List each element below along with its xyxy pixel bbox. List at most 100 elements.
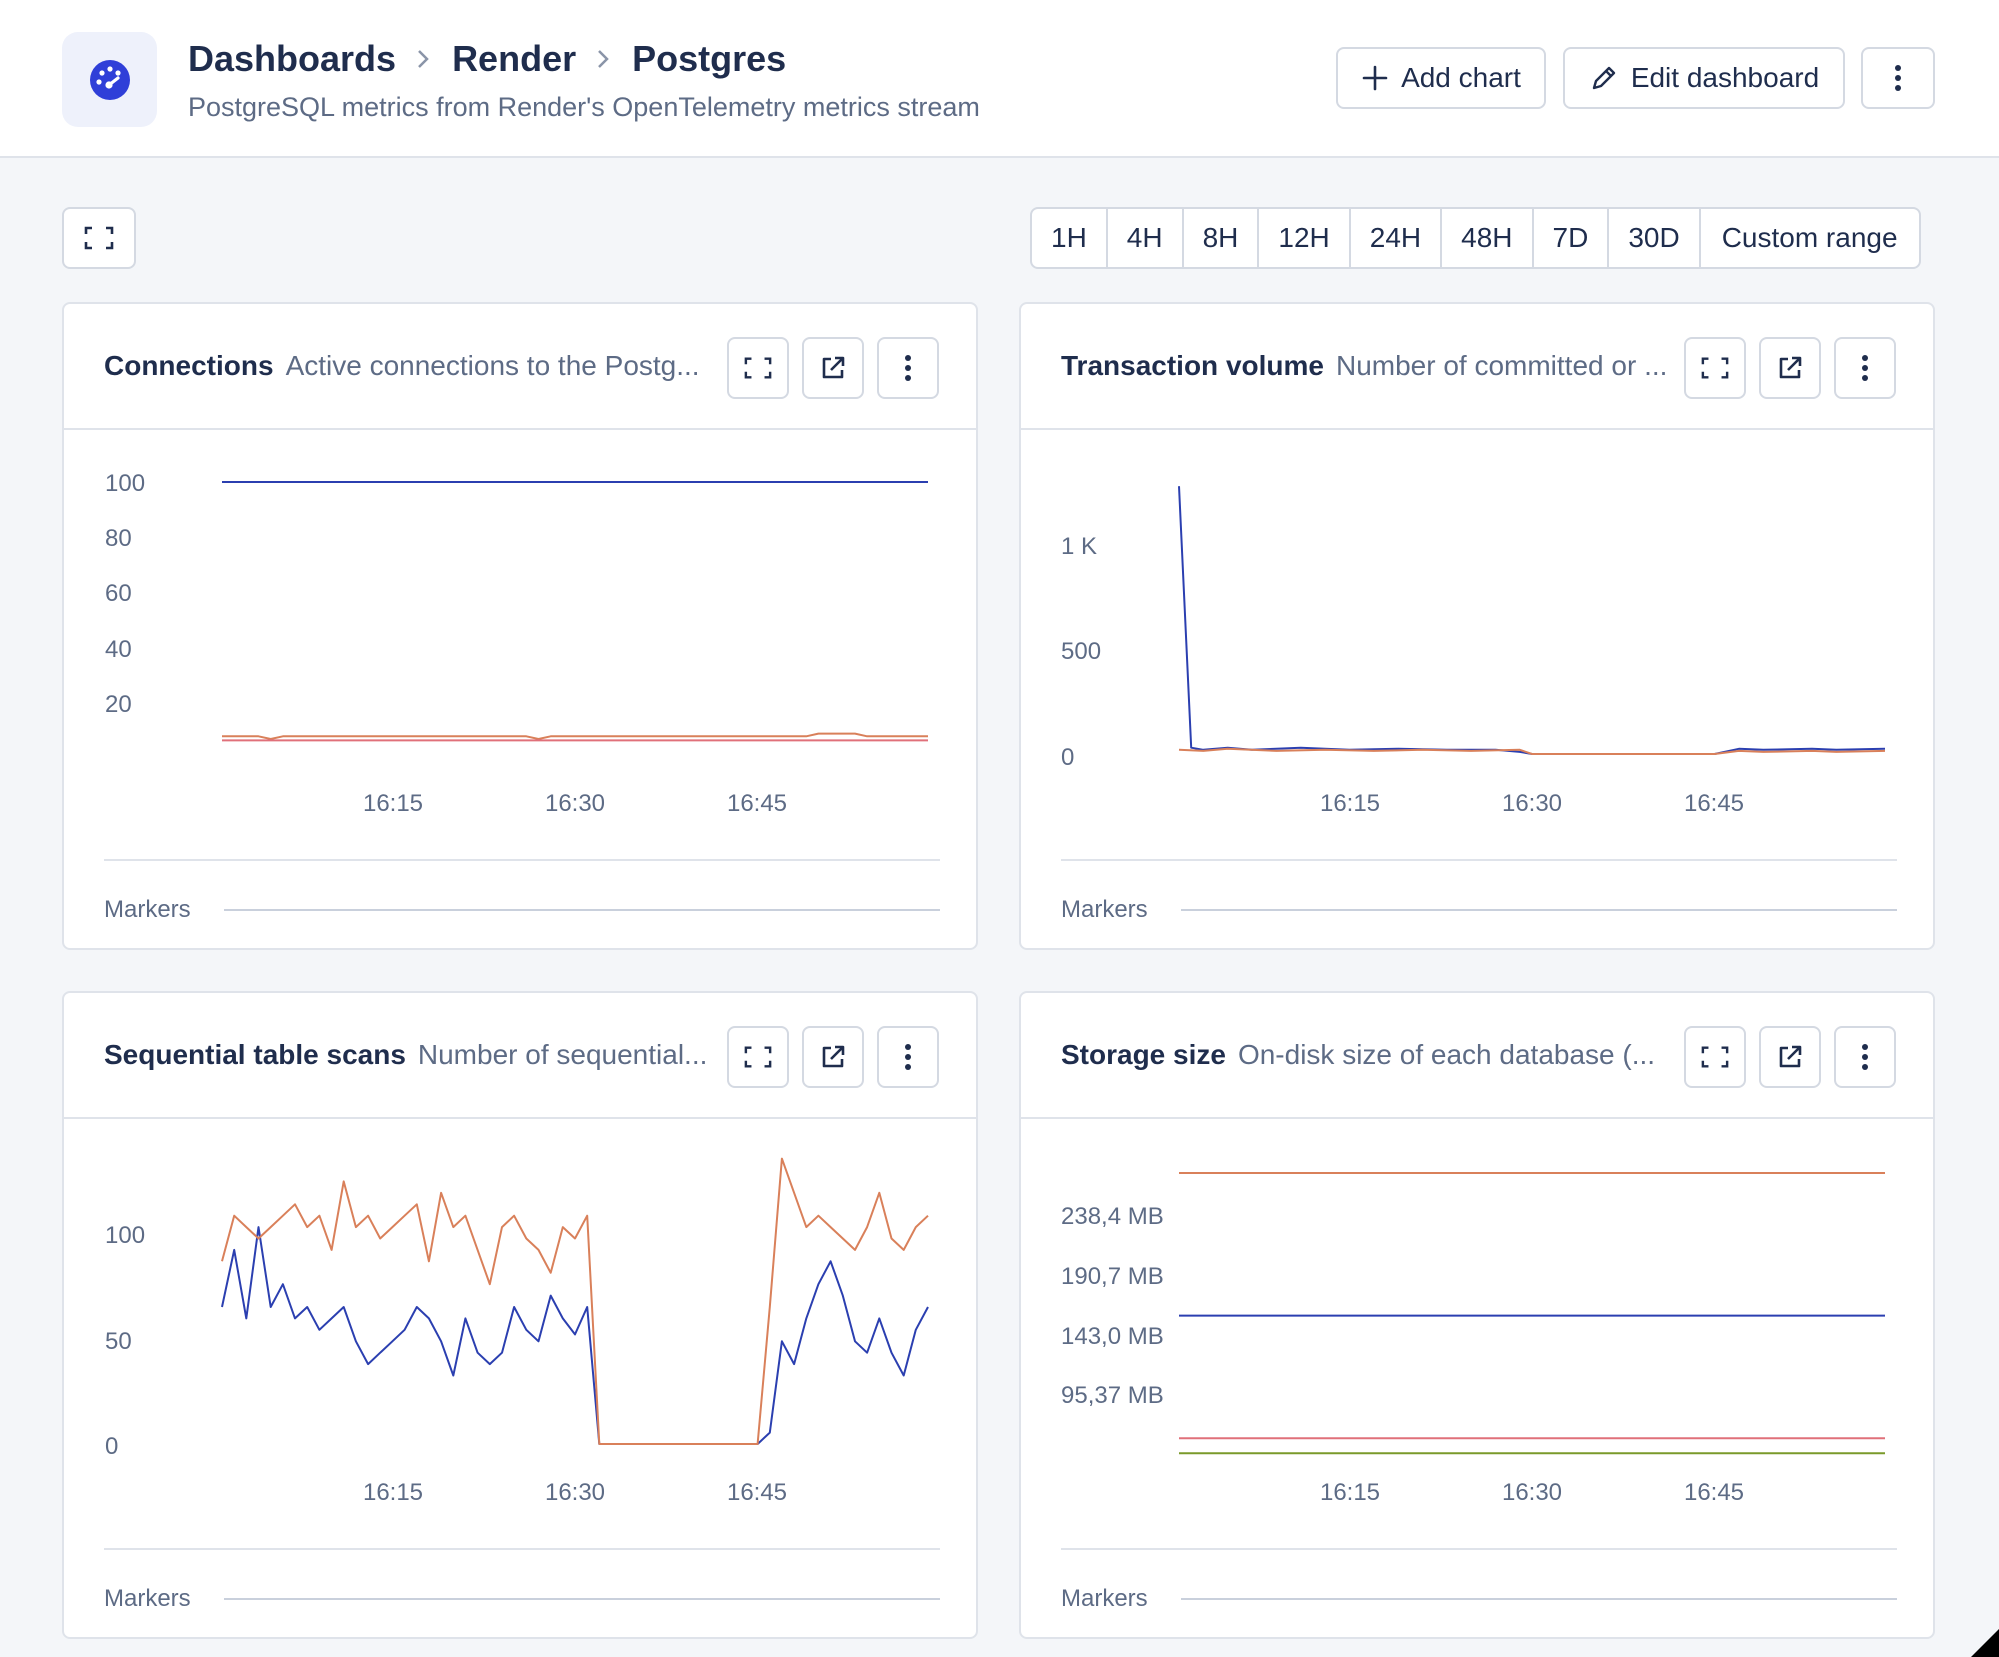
panel-header: Connections Active connections to the Pos… <box>64 304 976 430</box>
panel-fullscreen-button[interactable] <box>1684 1026 1746 1088</box>
window-corner <box>1971 1629 1999 1657</box>
y-tick-label: 1 K <box>1061 533 1097 560</box>
markers-label: Markers <box>1061 896 1148 923</box>
panel-description: On-disk size of each database (... <box>1237 1039 1656 1070</box>
range-7d[interactable]: 7D <box>1534 209 1610 267</box>
more-options-button[interactable] <box>1861 47 1935 109</box>
panel-more-button[interactable] <box>1834 337 1896 399</box>
panel-fullscreen-button[interactable] <box>1684 337 1746 399</box>
panel-open-external-button[interactable] <box>802 1026 864 1088</box>
panel-description: Number of committed or ... <box>1335 350 1668 381</box>
y-tick-label: 100 <box>105 1222 145 1249</box>
range-4h[interactable]: 4H <box>1108 209 1184 267</box>
y-tick-label: 238,4 MB <box>1061 1203 1164 1230</box>
expand-icon <box>1701 1045 1729 1069</box>
line-chart[interactable]: 238,4 MB 190,7 MB 143,0 MB 95,37 MB 16:15 16:… <box>1021 1121 1933 1541</box>
panel-title-text: Transaction volume <box>1061 350 1324 381</box>
kebab-icon <box>904 354 912 382</box>
y-tick-label: 80 <box>105 525 132 552</box>
expand-icon <box>84 226 114 250</box>
series-line[interactable] <box>1178 747 1886 755</box>
expand-icon <box>744 356 772 380</box>
panel-header: Storage size On-disk size of each databas… <box>1021 993 1933 1119</box>
range-8h[interactable]: 8H <box>1184 209 1260 267</box>
y-tick-label: 0 <box>105 1433 118 1460</box>
speedometer-icon <box>62 32 157 127</box>
x-tick-label: 16:15 <box>1320 790 1380 817</box>
expand-icon <box>1701 356 1729 380</box>
edit-dashboard-button[interactable]: Edit dashboard <box>1563 47 1845 109</box>
x-tick-label: 16:30 <box>545 1479 605 1506</box>
line-chart[interactable]: 1 K 500 0 16:15 16:30 16:45 <box>1021 432 1933 852</box>
line-chart[interactable]: 100 50 0 16:15 16:30 16:45 <box>64 1121 976 1541</box>
panel-title-text: Storage size <box>1061 1039 1226 1070</box>
breadcrumb: Dashboards Render Postgres <box>188 38 786 80</box>
series-line[interactable] <box>1178 486 1886 755</box>
markers-track[interactable] <box>224 1598 940 1600</box>
panel-description: Active connections to the Postg... <box>285 350 700 381</box>
panel-title-text: Connections <box>104 350 274 381</box>
breadcrumb-render[interactable]: Render <box>452 38 577 79</box>
breadcrumb-dashboards[interactable]: Dashboards <box>188 38 397 79</box>
chart-panel-storage-size: Storage size On-disk size of each databas… <box>1019 991 1935 1639</box>
x-tick-label: 16:45 <box>1684 1479 1744 1506</box>
chevron-right-icon <box>576 39 632 79</box>
expand-icon <box>744 1045 772 1069</box>
plus-icon <box>1362 65 1388 91</box>
markers-track[interactable] <box>1181 1598 1897 1600</box>
page-subtitle: PostgreSQL metrics from Render's OpenTel… <box>188 92 980 122</box>
markers-track[interactable] <box>224 909 940 911</box>
markers-label: Markers <box>104 896 191 923</box>
panel-open-external-button[interactable] <box>1759 1026 1821 1088</box>
series-line[interactable] <box>222 732 928 740</box>
chevron-right-icon <box>396 39 452 79</box>
add-chart-button[interactable]: Add chart <box>1336 47 1546 109</box>
x-tick-label: 16:30 <box>1502 790 1562 817</box>
panel-fullscreen-button[interactable] <box>727 337 789 399</box>
markers-row: Markers <box>1061 1548 1897 1638</box>
y-tick-label: 100 <box>105 470 145 497</box>
panel-title: Connections Active connections to the Pos… <box>104 350 724 382</box>
panel-more-button[interactable] <box>877 337 939 399</box>
x-tick-label: 16:45 <box>727 790 787 817</box>
series-line[interactable] <box>221 1157 929 1445</box>
panel-fullscreen-button[interactable] <box>727 1026 789 1088</box>
chart-panel-sequential-scans: Sequential table scans Number of sequenti… <box>62 991 978 1639</box>
range-1h[interactable]: 1H <box>1032 209 1108 267</box>
kebab-icon <box>1861 1043 1869 1071</box>
panel-title: Transaction volume Number of committed or… <box>1061 350 1681 382</box>
edit-dashboard-label: Edit dashboard <box>1630 62 1820 93</box>
y-tick-label: 50 <box>105 1328 132 1355</box>
external-link-icon <box>1775 353 1805 383</box>
panel-more-button[interactable] <box>1834 1026 1896 1088</box>
range-custom[interactable]: Custom range <box>1721 222 1898 253</box>
x-tick-label: 16:15 <box>363 790 423 817</box>
markers-row: Markers <box>104 1548 940 1638</box>
panel-open-external-button[interactable] <box>802 337 864 399</box>
y-tick-label: 20 <box>105 691 132 718</box>
markers-track[interactable] <box>1181 909 1897 911</box>
y-tick-label: 143,0 MB <box>1061 1323 1164 1350</box>
panel-header: Transaction volume Number of committed or… <box>1021 304 1933 430</box>
x-tick-label: 16:15 <box>363 1479 423 1506</box>
panel-title: Storage size On-disk size of each databas… <box>1061 1039 1681 1071</box>
range-24h[interactable]: 24H <box>1351 209 1443 267</box>
range-48h[interactable]: 48H <box>1442 209 1534 267</box>
x-tick-label: 16:30 <box>1502 1479 1562 1506</box>
fullscreen-button[interactable] <box>62 207 136 269</box>
dashboard-header: Dashboards Render Postgres PostgreSQL me… <box>0 0 1999 158</box>
y-tick-label: 60 <box>105 580 132 607</box>
kebab-icon <box>904 1043 912 1071</box>
line-chart[interactable]: 100 80 60 40 20 16:15 16:30 16:45 <box>64 432 976 852</box>
series-line[interactable] <box>221 1226 929 1445</box>
panel-description: Number of sequential... <box>417 1039 708 1070</box>
pencil-icon <box>1592 66 1616 90</box>
panel-open-external-button[interactable] <box>1759 337 1821 399</box>
y-tick-label: 95,37 MB <box>1061 1382 1164 1409</box>
y-tick-label: 0 <box>1061 744 1074 771</box>
panel-more-button[interactable] <box>877 1026 939 1088</box>
kebab-icon <box>1861 354 1869 382</box>
range-30d[interactable]: 30D <box>1609 209 1701 267</box>
range-12h[interactable]: 12H <box>1259 209 1351 267</box>
time-range-selector: 1H 4H 8H 12H 24H 48H 7D 30D Custom range <box>1030 207 1921 269</box>
